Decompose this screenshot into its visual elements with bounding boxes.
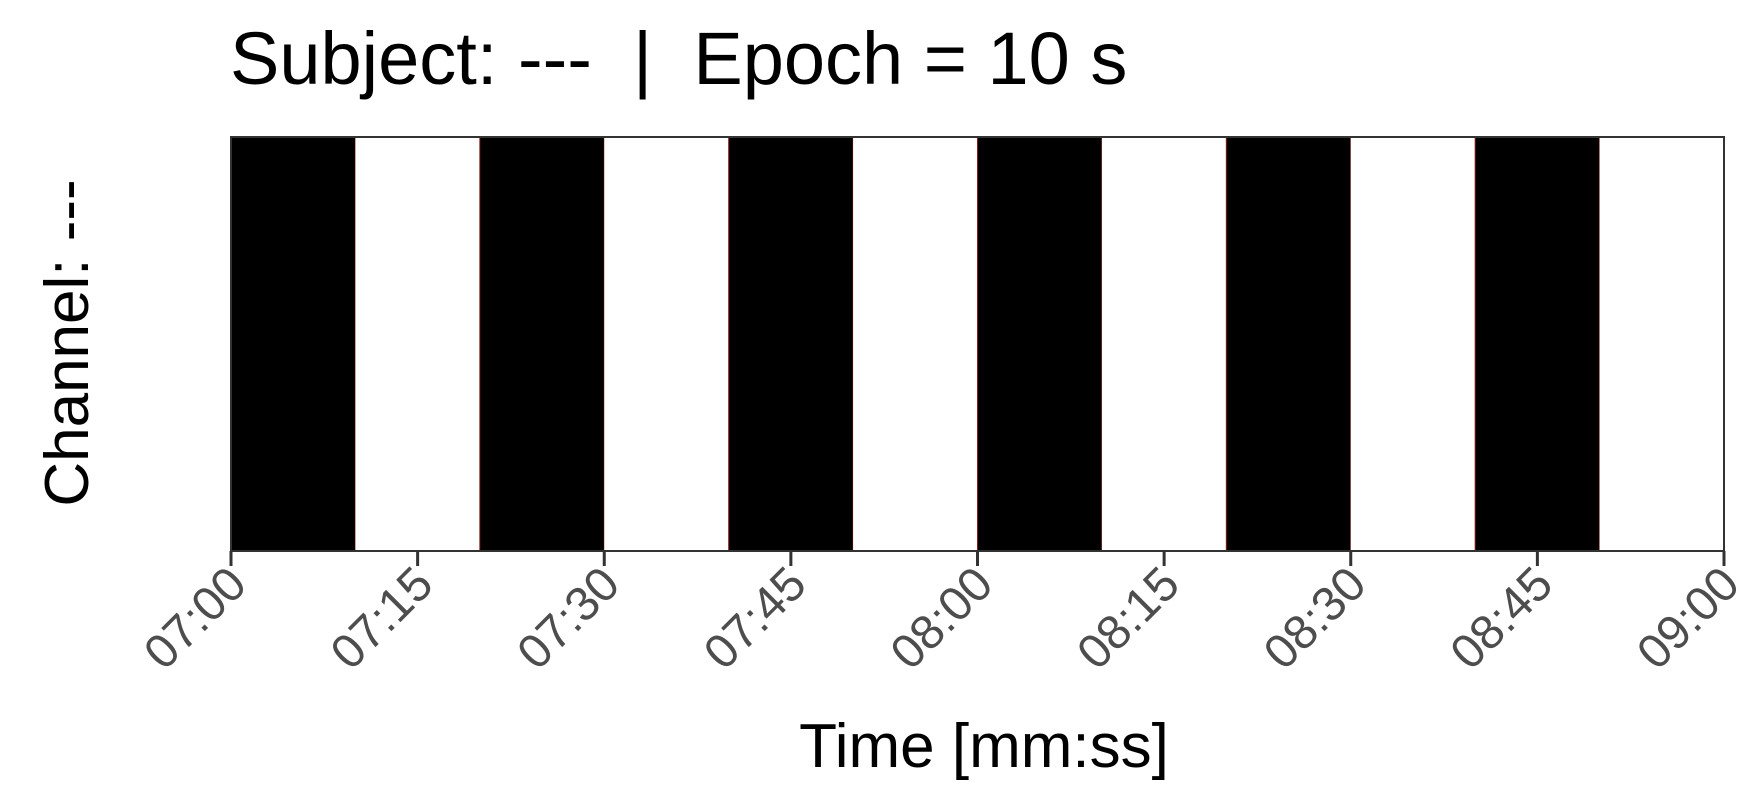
x-tick-label-6: 08:30 <box>1254 557 1376 679</box>
chart-title: Subject: --- | Epoch = 10 s <box>230 17 1127 100</box>
y-axis-label: Channel: --- <box>33 179 102 506</box>
epoch-7 <box>1101 137 1227 551</box>
x-tick-label-7: 08:45 <box>1441 557 1563 679</box>
x-tick-label-2: 07:30 <box>508 557 630 679</box>
epochs-layer <box>230 136 1724 552</box>
epoch-0 <box>230 136 356 552</box>
epoch-5 <box>853 137 978 551</box>
epoch-1 <box>355 137 480 551</box>
epoch-10 <box>1474 136 1601 552</box>
x-tick-label-5: 08:15 <box>1067 557 1189 679</box>
x-tick-label-0: 07:00 <box>134 557 256 679</box>
epoch-8 <box>1225 136 1352 552</box>
x-tick-label-4: 08:00 <box>881 557 1003 679</box>
epoch-6 <box>977 136 1103 552</box>
epoch-3 <box>604 137 729 551</box>
x-tick-label-8: 09:00 <box>1627 557 1749 679</box>
epoch-11 <box>1599 137 1724 551</box>
x-tick-label-3: 07:45 <box>694 557 816 679</box>
epoch-2 <box>479 136 605 552</box>
epoch-9 <box>1350 137 1476 551</box>
x-axis: 07:00 07:15 07:30 07:45 08:00 08:15 08:30 08:45… <box>134 551 1750 680</box>
x-axis-label: Time [mm:ss] <box>799 712 1169 781</box>
epoch-4 <box>728 136 854 552</box>
x-tick-label-1: 07:15 <box>321 557 443 679</box>
